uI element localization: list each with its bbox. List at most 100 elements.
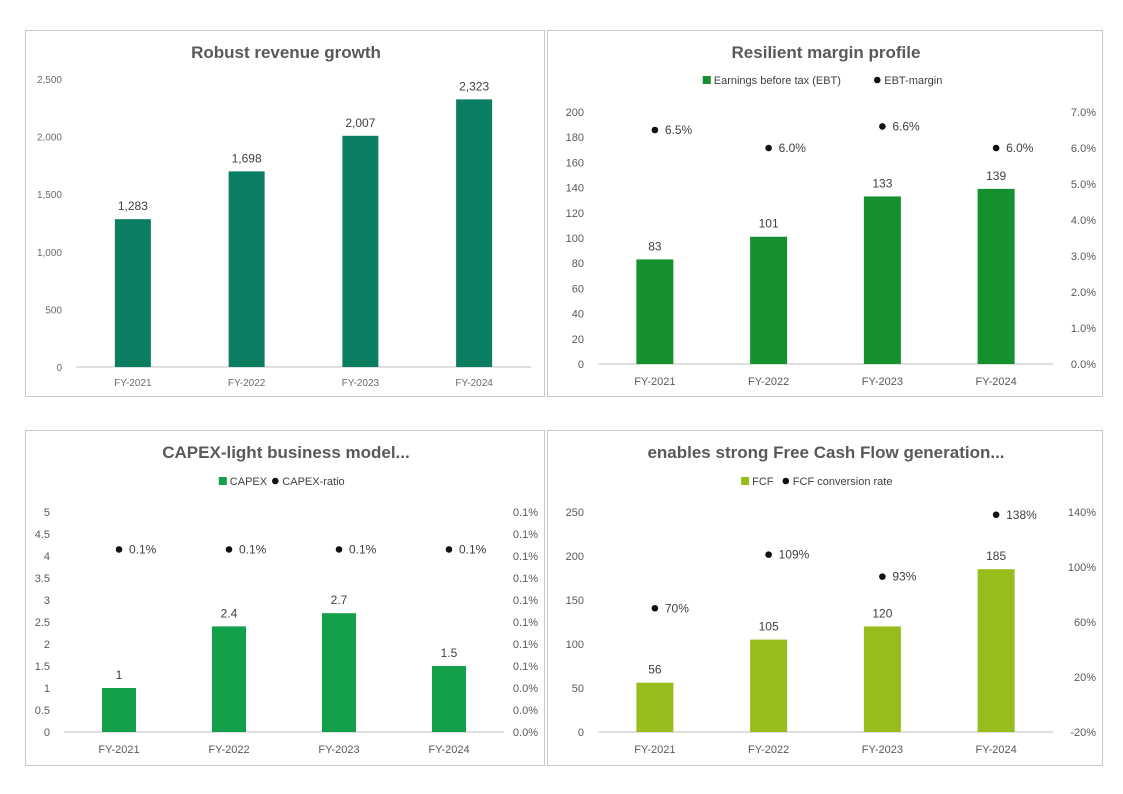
bar-data-label: 83 — [648, 239, 662, 253]
dot-marker — [992, 511, 1000, 519]
legend-swatch-bar — [741, 477, 750, 485]
x-tick-label: FY-2023 — [862, 376, 903, 388]
y-tick-label: 160 — [566, 157, 584, 169]
bar — [456, 99, 493, 367]
bar-data-label: 1.5 — [441, 646, 458, 660]
y-tick-label: 2,000 — [37, 133, 62, 144]
bar-data-label: 105 — [759, 620, 779, 634]
dot-data-label: 109% — [779, 548, 810, 562]
revenue-chart: Robust revenue growth 0 500 1,000 1,500 2,000… — [37, 43, 531, 389]
bar — [863, 196, 901, 364]
y2-tick-label: 0.1% — [513, 529, 538, 541]
dot-marker — [115, 546, 123, 553]
y-tick-label: 140 — [566, 183, 584, 195]
bar — [322, 613, 356, 732]
y-tick-label: 3.5 — [35, 573, 50, 585]
bar — [102, 688, 136, 732]
fcf-chart: enables strong Free Cash Flow generation… — [566, 443, 1097, 756]
x-tick-label: FY-2023 — [342, 378, 380, 389]
x-tick-label: FY-2022 — [748, 376, 789, 388]
y-tick-label: 4.5 — [35, 529, 50, 541]
y2-tick-label: 4.0% — [1071, 215, 1096, 227]
dot-data-label: 6.0% — [1006, 141, 1034, 155]
y2-tick-label: 0.1% — [513, 507, 538, 519]
y2-tick-label: 0.0% — [513, 727, 538, 739]
y-tick-label: 1,500 — [37, 190, 62, 201]
bar-data-label: 133 — [872, 176, 892, 190]
y-tick-label: 120 — [566, 208, 584, 220]
legend-label-dot: EBT-margin — [884, 75, 942, 87]
y-tick-label: 3 — [44, 595, 50, 607]
x-tick-label: FY-2021 — [114, 378, 152, 389]
y2-tick-label: 0.0% — [513, 705, 538, 717]
bar-data-label: 101 — [759, 217, 779, 231]
legend-swatch-bar — [218, 477, 227, 485]
y-tick-label: 200 — [566, 107, 584, 119]
y-tick-label: 2,500 — [37, 75, 62, 86]
y-tick-label: 50 — [572, 683, 584, 695]
y2-tick-label: 0.0% — [1071, 359, 1096, 371]
y2-tick-label: 7.0% — [1071, 107, 1096, 119]
y2-tick-label: 6.0% — [1071, 143, 1096, 155]
capex-chart: CAPEX-light business model... CAPEX CAPEX-… — [35, 443, 539, 756]
y-tick-label: 1 — [44, 683, 50, 695]
y2-tick-label: 20% — [1074, 672, 1096, 684]
legend-label-dot: FCF conversion rate — [793, 476, 893, 488]
x-tick-label: FY-2022 — [748, 744, 789, 756]
y-tick-label: 500 — [45, 305, 62, 316]
dot-data-label: 138% — [1006, 508, 1037, 522]
x-tick-label: FY-2022 — [228, 378, 266, 389]
bar — [977, 569, 1015, 732]
y-tick-label: 100 — [566, 233, 584, 245]
margin-chart: Resilient margin profile Earnings before … — [566, 43, 1097, 388]
bar-data-label: 185 — [986, 549, 1006, 563]
bar-data-label: 2.7 — [331, 593, 348, 607]
y-tick-label: 150 — [566, 595, 584, 607]
y-tick-label: 200 — [566, 551, 584, 563]
bar-data-label: 120 — [872, 606, 892, 620]
legend-label-dot: CAPEX-ratio — [282, 476, 344, 488]
legend-marker-dot — [272, 477, 279, 485]
dot-marker — [651, 126, 659, 134]
y2-tick-label: 0.0% — [513, 683, 538, 695]
chart-title: enables strong Free Cash Flow generation… — [647, 443, 1004, 462]
bar — [750, 639, 788, 732]
capex-chart-panel: CAPEX-light business model... CAPEX CAPEX-… — [25, 430, 545, 766]
y2-tick-label: 5.0% — [1071, 179, 1096, 191]
y2-tick-label: 1.0% — [1071, 323, 1096, 335]
dot-marker — [225, 546, 233, 553]
chart-title: CAPEX-light business model... — [162, 443, 409, 462]
bar — [114, 219, 151, 367]
y-tick-label: 0 — [44, 727, 50, 739]
y2-tick-label: 60% — [1074, 617, 1096, 629]
y2-tick-label: 0.1% — [513, 617, 538, 629]
bar — [228, 171, 265, 367]
x-tick-label: FY-2024 — [428, 744, 469, 756]
dot-data-label: 6.6% — [892, 119, 920, 133]
y2-tick-label: 100% — [1068, 562, 1096, 574]
chart-title: Resilient margin profile — [732, 43, 921, 62]
bar — [342, 135, 379, 367]
legend-label-bar: Earnings before tax (EBT) — [714, 75, 841, 87]
bar-data-label: 2,323 — [459, 79, 489, 93]
bar — [636, 259, 674, 364]
bar — [636, 682, 674, 732]
y2-tick-label: 2.0% — [1071, 287, 1096, 299]
y-tick-label: 40 — [572, 309, 584, 321]
x-tick-label: FY-2024 — [976, 744, 1017, 756]
x-tick-label: FY-2021 — [634, 744, 675, 756]
dot-marker — [765, 551, 772, 558]
legend-marker-dot — [873, 76, 881, 84]
y2-tick-label: 0.1% — [513, 639, 538, 651]
dot-marker — [879, 573, 886, 580]
y-tick-label: 100 — [566, 639, 584, 651]
dot-data-label: 70% — [665, 601, 689, 615]
x-tick-label: FY-2021 — [98, 744, 139, 756]
dot-data-label: 0.1% — [459, 542, 487, 556]
y-tick-label: 180 — [566, 132, 584, 144]
y-tick-label: 2.5 — [35, 617, 50, 629]
y-tick-label: 60 — [572, 283, 584, 295]
x-tick-label: FY-2021 — [634, 376, 675, 388]
dot-data-label: 6.0% — [779, 141, 807, 155]
x-tick-label: FY-2023 — [318, 744, 359, 756]
